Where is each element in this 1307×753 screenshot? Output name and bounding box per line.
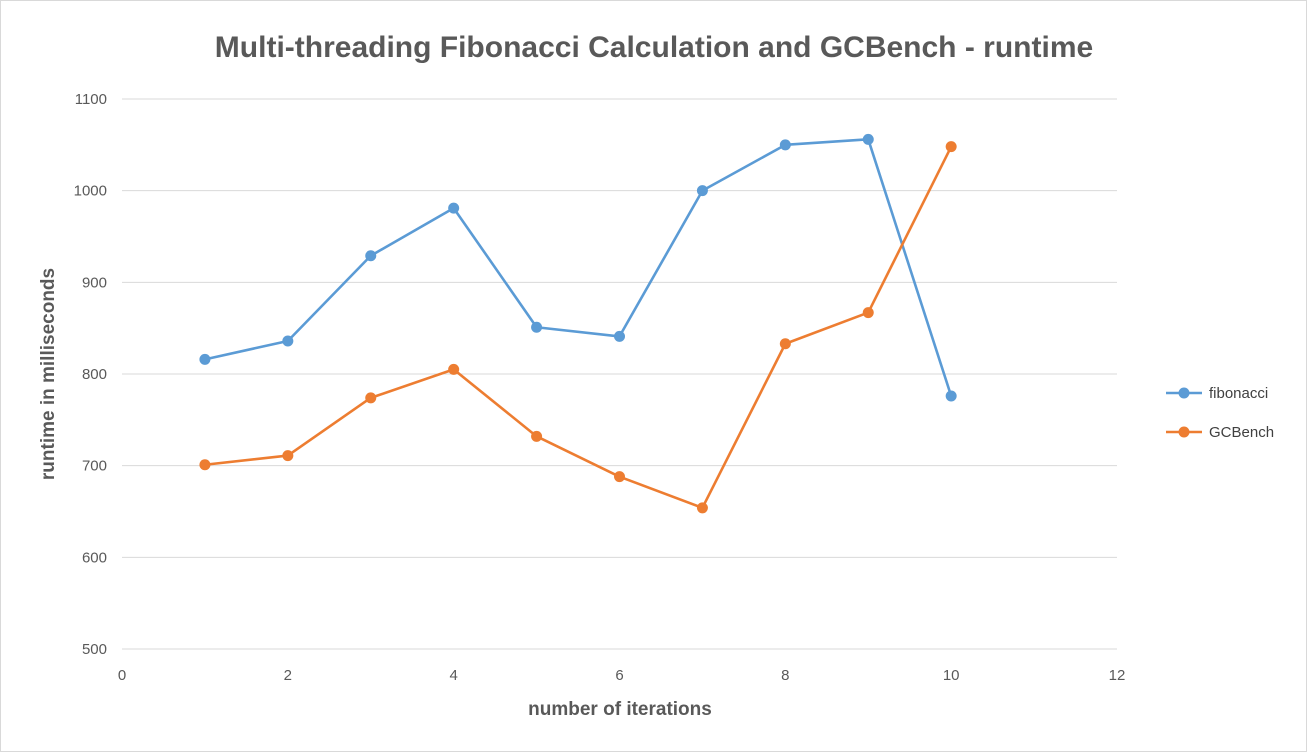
data-point: [862, 133, 874, 145]
x-tick-label: 0: [118, 667, 126, 684]
series-line: [204, 146, 953, 510]
data-point: [448, 202, 460, 214]
data-point: [696, 502, 708, 514]
x-tick-label: 2: [284, 667, 292, 684]
data-point: [779, 338, 791, 350]
y-tick-label: 700: [82, 458, 107, 475]
legend-label: GCBench: [1209, 424, 1274, 441]
data-point: [696, 185, 708, 197]
data-point: [614, 471, 625, 483]
series-layer: [199, 133, 957, 514]
y-tick-label: 600: [82, 549, 107, 566]
series-line: [204, 138, 953, 397]
data-point: [282, 335, 294, 347]
data-point: [779, 139, 791, 151]
data-point: [448, 363, 460, 375]
gridlines: [122, 98, 1117, 650]
y-tick-label: 900: [82, 274, 107, 291]
chart-title: Multi-threading Fibonacci Calculation an…: [215, 31, 1093, 64]
legend-marker: [1178, 387, 1190, 399]
data-point: [365, 250, 377, 262]
data-point: [531, 321, 543, 333]
legend-marker: [1178, 426, 1190, 438]
x-axis-title: number of iterations: [528, 699, 712, 720]
x-tick-label: 8: [781, 667, 789, 684]
x-tick-label: 12: [1109, 667, 1126, 684]
series-gcbench: [199, 141, 957, 514]
series-fibonacci: [199, 133, 957, 402]
x-tick-label: 10: [943, 667, 960, 684]
legend-item: fibonacci: [1166, 385, 1268, 402]
y-axis-title: runtime in milliseconds: [38, 268, 59, 480]
legend-item: GCBench: [1166, 424, 1274, 441]
x-tick-label: 4: [449, 667, 457, 684]
data-point: [945, 141, 957, 153]
data-point: [199, 353, 211, 365]
data-point: [199, 459, 211, 471]
y-tick-label: 800: [82, 366, 107, 383]
data-point: [531, 430, 543, 442]
y-tick-label: 500: [82, 641, 107, 658]
data-point: [614, 330, 625, 342]
x-tick-label: 6: [615, 667, 623, 684]
data-point: [282, 450, 294, 462]
axis-ticks: 500 600 700 800 900 1000 1100 0 2 4 6 8 10 12: [74, 91, 1126, 684]
data-point: [945, 390, 957, 402]
data-point: [365, 392, 377, 404]
y-tick-label: 1100: [75, 91, 107, 108]
data-point: [862, 307, 874, 319]
y-tick-label: 1000: [74, 183, 107, 200]
legend-label: fibonacci: [1209, 385, 1268, 402]
legend: fibonacci GCBench: [1166, 385, 1274, 441]
